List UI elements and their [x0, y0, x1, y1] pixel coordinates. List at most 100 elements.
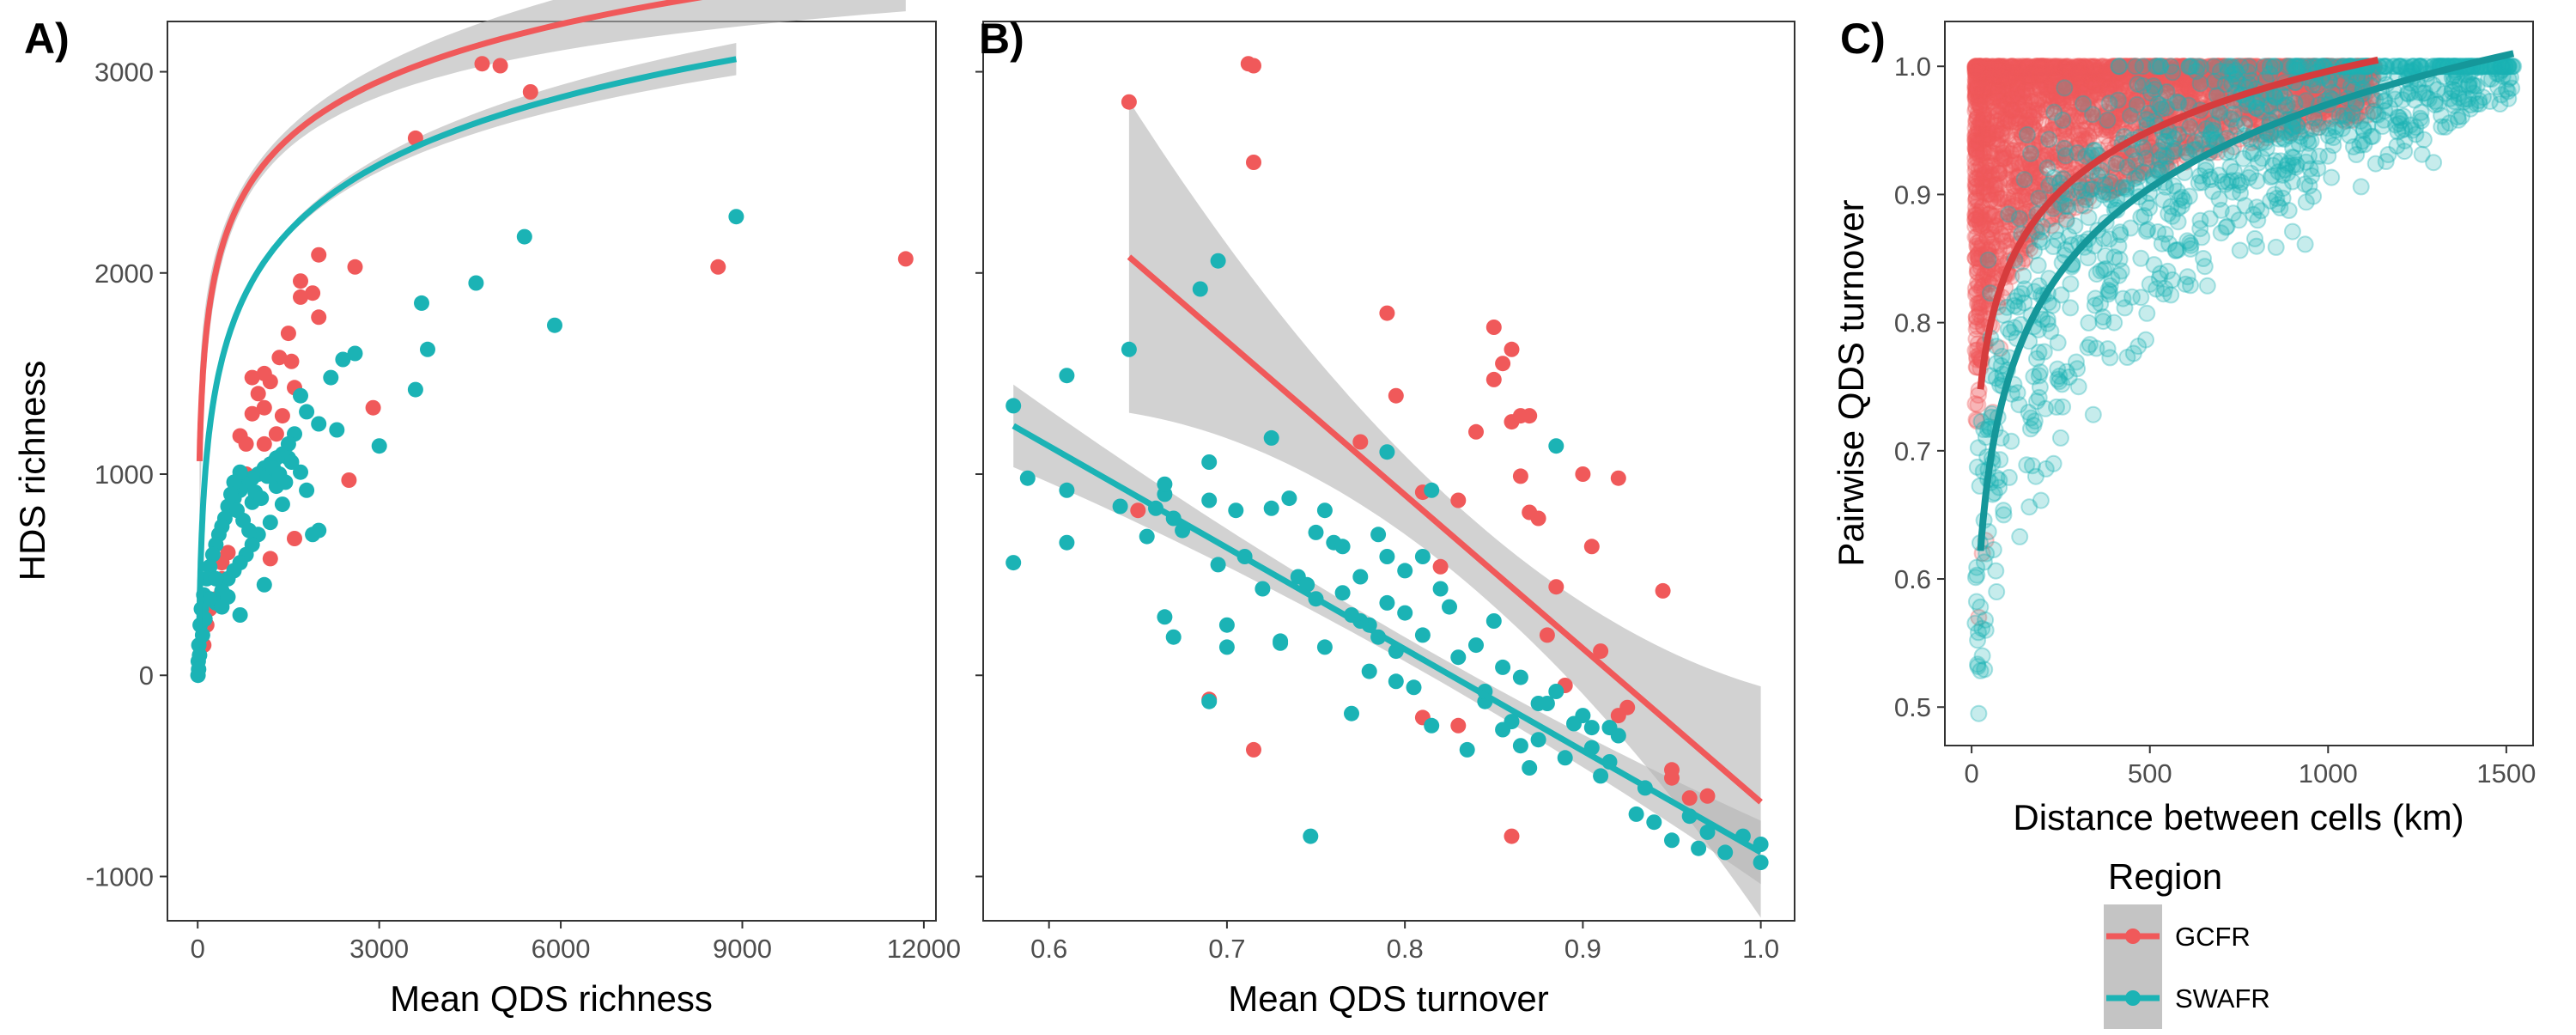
point-swafr: [2280, 202, 2298, 219]
point-gcfr: [2026, 174, 2044, 192]
point-gcfr: [2128, 113, 2145, 131]
point-swafr: [1334, 585, 1351, 601]
point-swafr: [2181, 240, 2199, 258]
point-swafr: [2248, 198, 2266, 216]
point-swafr: [2138, 304, 2156, 322]
point-gcfr: [1246, 155, 1261, 170]
point-gcfr: [1966, 86, 1984, 104]
point-gcfr: [2137, 58, 2155, 76]
point-swafr: [1557, 750, 1573, 766]
point-swafr: [2129, 76, 2147, 93]
x-tick-label: 9000: [713, 934, 772, 964]
point-swafr: [2096, 176, 2114, 194]
point-gcfr: [2188, 122, 2206, 139]
point-swafr: [2049, 370, 2067, 388]
point-gcfr: [1998, 86, 2016, 104]
point-gcfr: [2272, 60, 2290, 78]
point-swafr: [1379, 549, 1395, 564]
point-swafr: [2165, 130, 2183, 148]
point-gcfr: [2314, 113, 2331, 131]
point-gcfr: [1974, 130, 1992, 148]
point-gcfr: [274, 408, 290, 424]
point-gcfr: [1530, 510, 1546, 527]
point-gcfr: [2239, 58, 2257, 76]
point-gcfr: [2025, 61, 2043, 79]
point-gcfr: [1966, 131, 1984, 149]
point-swafr: [1005, 555, 1022, 571]
point-gcfr: [2134, 58, 2152, 76]
point-gcfr: [2062, 81, 2080, 99]
point-gcfr: [2362, 68, 2380, 86]
point-swafr: [2426, 96, 2444, 113]
point-gcfr: [1995, 124, 2012, 142]
point-gcfr: [2148, 71, 2166, 89]
point-gcfr: [2050, 119, 2069, 137]
point-gcfr: [2111, 84, 2128, 102]
point-swafr: [1352, 569, 1369, 585]
point-gcfr: [2001, 100, 2019, 119]
point-gcfr: [2213, 58, 2231, 76]
point-gcfr: [2091, 166, 2109, 184]
point-gcfr: [2155, 70, 2173, 88]
point-gcfr: [2196, 61, 2214, 79]
point-gcfr: [1986, 58, 2003, 76]
point-gcfr: [2081, 67, 2099, 85]
point-gcfr: [2205, 58, 2223, 76]
point-gcfr: [1996, 150, 2014, 168]
point-swafr: [420, 341, 435, 357]
point-gcfr: [2070, 58, 2087, 76]
point-gcfr: [1979, 129, 1997, 147]
point-swafr: [2206, 72, 2224, 90]
point-gcfr: [1977, 126, 1995, 143]
point-swafr: [232, 607, 248, 623]
point-gcfr: [2032, 58, 2050, 76]
point-gcfr: [1966, 89, 1984, 107]
point-swafr: [468, 275, 484, 291]
point-swafr: [202, 591, 218, 607]
point-swafr: [2118, 349, 2136, 366]
point-swafr: [1370, 527, 1387, 543]
point-swafr: [329, 422, 345, 438]
point-gcfr: [2257, 63, 2275, 81]
point-gcfr: [2119, 64, 2137, 82]
point-gcfr: [2085, 58, 2103, 76]
point-swafr: [2248, 172, 2266, 190]
point-swafr: [2087, 265, 2105, 283]
point-gcfr: [2070, 131, 2088, 149]
point-swafr: [516, 228, 532, 245]
point-swafr: [2191, 211, 2209, 229]
x-tick-label: 1000: [2299, 758, 2358, 788]
point-swafr: [2032, 491, 2050, 509]
point-gcfr: [1504, 828, 1520, 844]
point-gcfr: [2203, 67, 2221, 85]
point-swafr: [1201, 492, 1218, 508]
panel-b-tag: B): [979, 15, 1024, 63]
panel-a-xlabel: Mean QDS richness: [390, 978, 713, 1019]
point-gcfr: [2177, 58, 2195, 76]
point-gcfr: [1450, 492, 1467, 508]
point-gcfr: [2269, 58, 2287, 76]
point-gcfr: [2242, 65, 2260, 83]
point-swafr: [2149, 58, 2167, 76]
x-tick-label: 6000: [532, 934, 591, 964]
point-gcfr: [2106, 58, 2123, 76]
point-gcfr: [2161, 93, 2179, 111]
point-gcfr: [2226, 63, 2244, 81]
point-gcfr: [2075, 58, 2093, 76]
point-swafr: [277, 474, 294, 490]
point-gcfr: [2359, 106, 2377, 124]
point-gcfr: [1986, 58, 2004, 76]
point-gcfr: [1967, 70, 1985, 88]
point-gcfr: [1583, 539, 1600, 555]
point-swafr: [2105, 248, 2123, 266]
point-swafr: [2256, 58, 2273, 76]
legend-key-swafr-point: [2125, 990, 2141, 1006]
point-swafr: [2505, 58, 2523, 76]
point-gcfr: [347, 259, 363, 275]
point-gcfr: [2220, 60, 2238, 78]
point-gcfr: [2081, 129, 2099, 147]
point-gcfr: [2178, 126, 2196, 144]
point-gcfr: [1978, 111, 1996, 129]
point-gcfr: [1971, 70, 1989, 88]
point-gcfr: [1610, 470, 1626, 486]
